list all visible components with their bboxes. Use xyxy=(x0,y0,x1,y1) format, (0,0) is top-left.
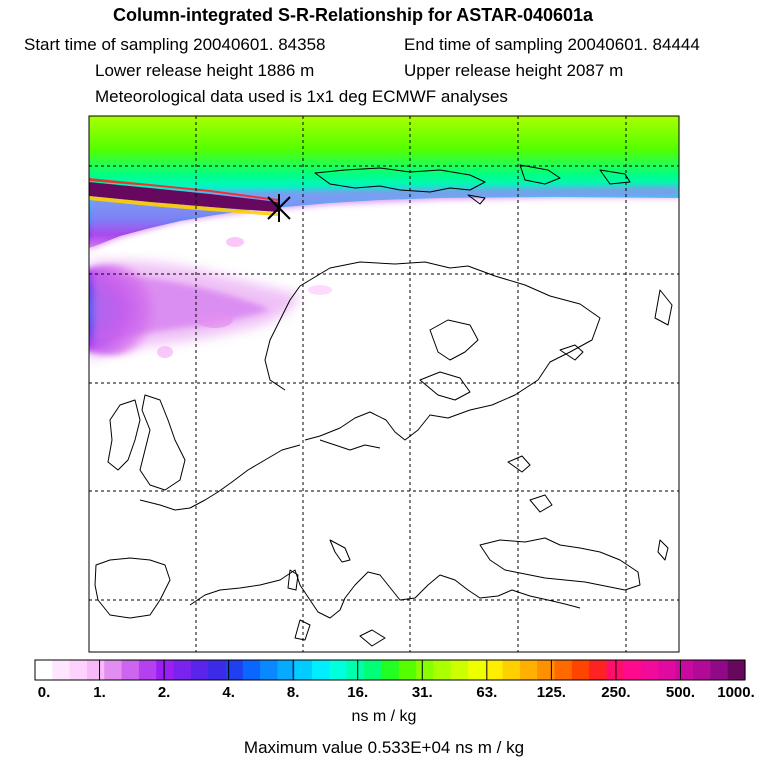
colorbar-swatch xyxy=(364,660,382,680)
colorbar-swatch xyxy=(589,660,608,680)
colorbar-swatch xyxy=(381,660,400,680)
colorbar-swatch xyxy=(35,660,53,680)
colorbar-swatch xyxy=(86,660,105,680)
colorbar-swatch xyxy=(554,660,573,680)
colorbar-swatch xyxy=(260,660,279,680)
colorbar-frame xyxy=(34,659,746,681)
colorbar xyxy=(35,660,746,680)
coastlines xyxy=(94,164,673,647)
colorbar-swatch xyxy=(519,660,538,680)
colorbar-swatch xyxy=(225,660,244,680)
colorbar-swatch xyxy=(675,660,694,680)
map-frame xyxy=(88,115,680,653)
end-time-label: End time of sampling 20040601. 84444 xyxy=(404,35,700,54)
colorbar-tick-label: 2. xyxy=(157,684,171,701)
colorbar-swatch xyxy=(502,660,521,680)
colorbar-tick-label: 8. xyxy=(286,684,300,701)
colorbar-swatch xyxy=(294,660,313,680)
lower-height-label: Lower release height 1886 m xyxy=(95,61,315,80)
colorbar-swatch xyxy=(537,660,556,680)
colorbar-swatch xyxy=(242,660,261,680)
colorbar-swatch xyxy=(571,660,590,680)
colorbar-swatch xyxy=(190,660,209,680)
colorbar-swatch xyxy=(398,660,417,680)
colorbar-swatch xyxy=(52,660,71,680)
colorbar-swatch xyxy=(450,660,469,680)
page-title: Column-integrated S-R-Relationship for A… xyxy=(112,5,594,25)
colorbar-swatch xyxy=(173,660,192,680)
colorbar-tick-label: 4. xyxy=(222,684,235,701)
colorbar-swatch xyxy=(693,660,711,680)
colorbar-tick-label: 500. xyxy=(665,684,696,701)
colorbar-swatch xyxy=(658,660,677,680)
colorbar-swatch xyxy=(467,660,486,680)
colorbar-tick-label: 125. xyxy=(536,684,566,701)
colorbar-swatch xyxy=(277,660,296,680)
colorbar-swatch xyxy=(208,660,227,680)
colorbar-swatch xyxy=(138,660,157,680)
colorbar-tick-label: 16. xyxy=(347,684,369,701)
colorbar-swatch xyxy=(433,660,452,680)
colorbar-swatch xyxy=(641,660,660,680)
colorbar-swatch xyxy=(485,660,504,680)
colorbar-swatch xyxy=(415,660,434,680)
colorbar-tick-label: 250. xyxy=(601,684,631,701)
met-data-label: Meteorological data used is 1x1 deg ECMW… xyxy=(95,87,508,106)
max-value-label: Maximum value 0.533E+04 ns m / kg xyxy=(243,738,525,757)
release-point-marker xyxy=(267,194,291,222)
colorbar-swatch xyxy=(710,660,729,680)
colorbar-swatch xyxy=(156,660,175,680)
colorbar-swatch xyxy=(346,660,365,680)
upper-height-label: Upper release height 2087 m xyxy=(404,61,624,80)
colorbar-tick-label: 63. xyxy=(476,684,498,701)
start-time-label: Start time of sampling 20040601. 84358 xyxy=(24,35,326,54)
colorbar-tick-label: 1. xyxy=(93,684,106,701)
colorbar-swatch xyxy=(623,660,642,680)
colorbar-tick-label: 0. xyxy=(37,684,51,701)
colorbar-swatch xyxy=(312,660,330,680)
colorbar-swatch xyxy=(329,660,348,680)
colorbar-swatch xyxy=(69,660,88,680)
sensitivity-field xyxy=(89,116,679,360)
colorbar-swatch xyxy=(727,660,746,680)
colorbar-tick-label: 1000. xyxy=(717,684,755,701)
colorbar-swatch xyxy=(121,660,140,680)
colorbar-swatch xyxy=(104,660,123,680)
units-label: ns m / kg xyxy=(351,708,417,725)
lat-lon-grid xyxy=(89,116,679,652)
colorbar-tick-label: 31. xyxy=(411,684,433,701)
